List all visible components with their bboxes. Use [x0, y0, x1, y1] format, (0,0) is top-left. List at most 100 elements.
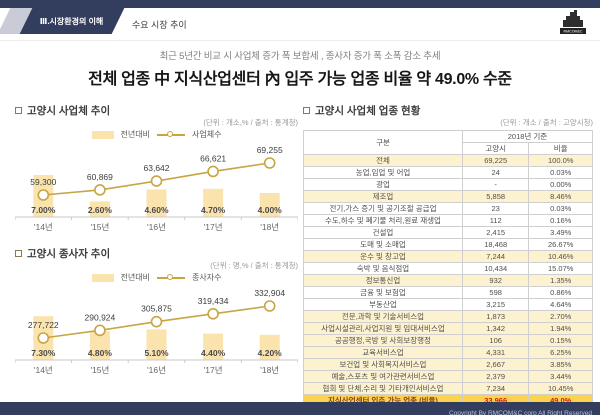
value-label: 63,642 [144, 163, 170, 173]
value-label: 332,904 [254, 288, 285, 298]
header-divider [0, 40, 600, 41]
tab-section[interactable]: Ⅲ.시장환경의 이해 [19, 8, 125, 34]
category-label: '14년 [34, 365, 53, 375]
value-label: 277,722 [28, 320, 59, 330]
workers-chart-section: 고양시 종사자 추이 (단위 : 명,% / 출처 : 통계청) 전년대비 종사… [15, 247, 298, 384]
row-value: 598 [461, 286, 530, 299]
row-label: 운수 및 창고업 [303, 250, 463, 263]
data-point [207, 308, 219, 320]
row-label: 수도,하수 및 폐기물 처리,원료 재생업 [303, 214, 463, 227]
workers-chart: 277,722 290,924 305,875 319,434 332,904 7.30%… [15, 288, 298, 375]
category-label: '17년 [204, 365, 223, 375]
category-label: '17년 [204, 222, 223, 232]
table-row: 수도,하수 및 폐기물 처리,원료 재생업 112 0.16% [303, 214, 593, 227]
category-label: '18년 [260, 222, 279, 232]
table-row: 협회 및 단체,수리 및 기타개인서비스업 7,234 10.45% [303, 382, 593, 395]
row-label: 전문,과학 및 기술서비스업 [303, 310, 463, 323]
value-label: 59,300 [30, 177, 56, 187]
row-ratio: 10.46% [528, 250, 593, 263]
row-ratio: 6.25% [528, 346, 593, 359]
col-header-year: 2018년 기준 [461, 130, 594, 143]
row-ratio: 4.64% [528, 298, 593, 311]
businesses-unit-label: (단위 : 개소,% / 출처 : 통계청) [203, 118, 298, 127]
category-label: '16년 [147, 222, 166, 232]
bar [146, 329, 167, 360]
value-label: 290,924 [85, 312, 116, 322]
value-label: 305,875 [141, 304, 172, 314]
businesses-chart: 59,300 60,869 63,642 66,621 69,255 7.00% 2.60%… [15, 145, 298, 232]
bar [89, 331, 110, 360]
row-value: 7,244 [461, 250, 530, 263]
row-ratio: 0.00% [528, 178, 593, 191]
row-ratio: 0.03% [528, 166, 593, 179]
line-legend-label: 종사자수 [192, 273, 222, 282]
row-value: - [461, 178, 530, 191]
table-row: 광업 -0.00% [303, 178, 593, 191]
col-header-city: 고양시 [461, 142, 530, 155]
industry-section-title: 고양시 사업체 업종 현황 [303, 104, 593, 117]
row-value: 5,858 [461, 190, 530, 203]
bar [203, 333, 224, 360]
businesses-section-title: 고양시 사업체 추이 [15, 104, 298, 117]
bar-legend-label: 전년대비 [120, 130, 150, 139]
row-label: 숙박 및 음식점업 [303, 262, 463, 275]
table-column: 고양시 사업체 업종 현황 (단위 : 개소 / 출처 : 고양시청) 구분 2… [303, 104, 594, 407]
square-bullet-icon [15, 250, 22, 257]
table-row: 공공행정,국방 및 사회보장행정 106 0.15% [303, 334, 593, 347]
table-subheader-row: 고양시 비율 [304, 142, 593, 155]
row-value: 18,468 [461, 238, 530, 251]
table-row: 보건업 및 사회복지서비스업 2,667 3.85% [303, 358, 593, 371]
value-label: 60,869 [87, 172, 113, 182]
row-label: 보건업 및 사회복지서비스업 [303, 358, 463, 371]
headline: 최근 5년간 비교 시 사업체 증가 폭 보합세 , 종사자 증가 폭 소폭 감… [0, 48, 600, 89]
row-value: 106 [461, 334, 530, 347]
row-ratio: 0.86% [528, 286, 593, 299]
table-row: 사업시설관리,사업지원 및 임대서비스업 1,342 1.94% [303, 322, 593, 335]
row-ratio: 3.44% [528, 370, 593, 383]
row-label: 광업 [303, 178, 463, 191]
pct-label: 7.30% [31, 348, 56, 358]
table-row: 교육서비스업 4,331 6.25% [303, 346, 593, 359]
value-label: 66,621 [200, 153, 226, 163]
row-value: 69,225 [461, 154, 530, 167]
value-label: 319,434 [198, 296, 229, 306]
industry-table: 구분 2018년 기준 고양시 비율 전체 69,225 100.0% 농업,임업 및… [303, 130, 594, 407]
pct-label: 4.60% [144, 205, 169, 215]
tab-subsection[interactable]: 수요 시장 추이 [132, 20, 187, 30]
pct-label: 4.20% [258, 348, 283, 358]
row-ratio: 1.94% [528, 322, 593, 335]
row-value: 10,434 [461, 262, 530, 275]
building-icon: RMCOM&C [560, 10, 586, 34]
data-point [207, 165, 219, 178]
data-point [150, 315, 163, 328]
bar-legend-swatch [91, 130, 114, 139]
row-label: 농업,임업 및 어업 [303, 166, 463, 179]
row-value: 1,873 [461, 310, 530, 323]
row-value: 24 [461, 166, 530, 179]
tab-section-label: Ⅲ.시장환경의 이해 [40, 16, 104, 26]
svg-text:RMCOM&C: RMCOM&C [564, 30, 583, 34]
row-label: 부동산업 [303, 298, 463, 311]
data-point [263, 157, 276, 169]
value-label: 69,255 [257, 145, 283, 155]
industry-table-body: 전체 69,225 100.0% 농업,임업 및 어업 24 0.03% 광업 -0.00% 제… [303, 154, 593, 407]
table-row: 정보통신업 932 1.35% [303, 274, 593, 287]
row-ratio: 1.35% [528, 274, 593, 287]
row-label: 전체 [303, 154, 463, 167]
row-value: 7,234 [461, 382, 530, 395]
row-ratio: 15.07% [528, 262, 593, 275]
bar [89, 201, 110, 217]
bar-legend-label: 전년대비 [120, 273, 150, 282]
bar-legend-swatch [91, 273, 114, 282]
row-ratio: 0.15% [528, 334, 593, 347]
row-value: 112 [461, 214, 530, 227]
category-label: '16년 [147, 365, 166, 375]
table-row: 금융 및 보험업 598 0.86% [303, 286, 593, 299]
row-ratio: 3.85% [528, 358, 593, 371]
col-header-category: 구분 [303, 130, 463, 155]
businesses-chart-section: 고양시 사업체 추이 (단위 : 개소,% / 출처 : 통계청) 전년대비 사… [15, 104, 298, 241]
row-label: 금융 및 보험업 [303, 286, 463, 299]
line-legend-swatch [157, 274, 185, 282]
bar [146, 189, 167, 217]
